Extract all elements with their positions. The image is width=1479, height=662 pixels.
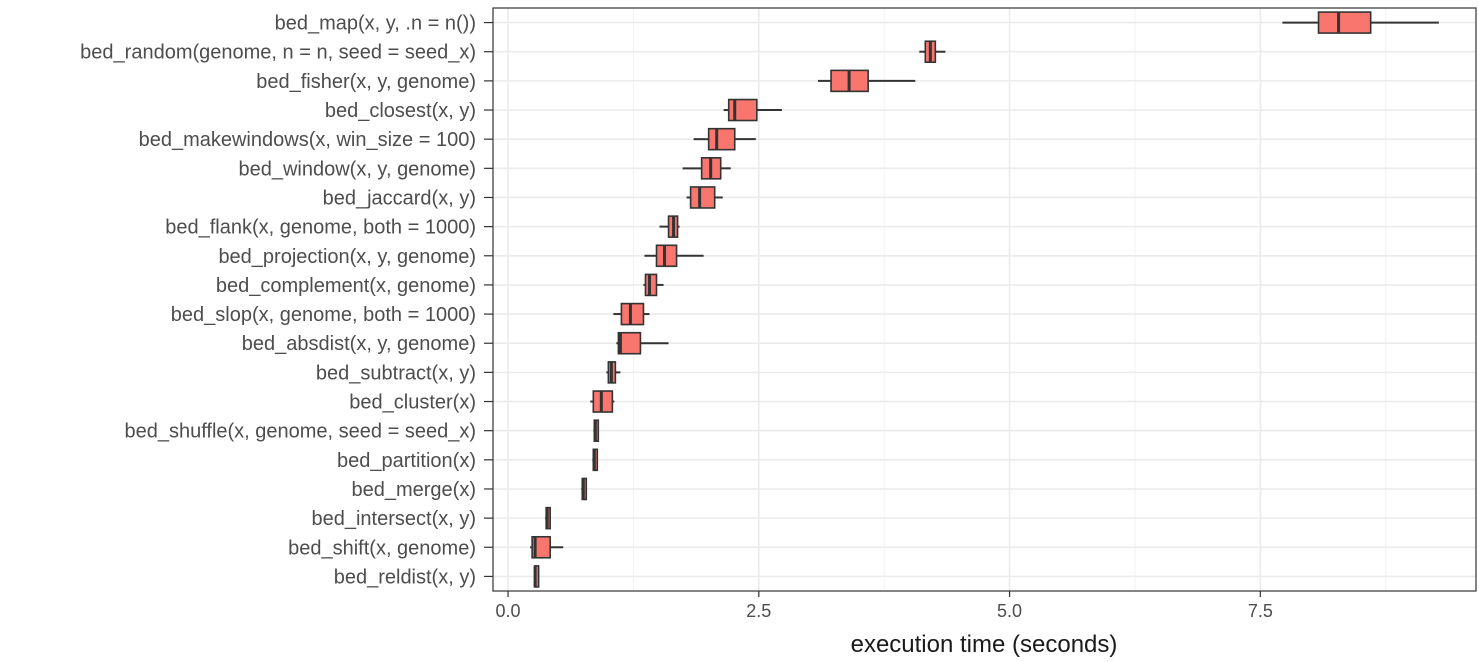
box-11 bbox=[616, 331, 669, 355]
y-tick-label: bed_jaccard(x, y) bbox=[323, 187, 476, 209]
y-tick-label: bed_merge(x) bbox=[351, 479, 476, 501]
box-7 bbox=[659, 215, 680, 238]
y-tick-label: bed_flank(x, genome, both = 1000) bbox=[165, 217, 476, 239]
box-9 bbox=[643, 273, 664, 297]
box-rect bbox=[655, 244, 678, 268]
box-rect bbox=[727, 98, 758, 122]
y-tick-label: bed_random(genome, n = n, seed = seed_x) bbox=[80, 42, 476, 64]
box-4 bbox=[693, 127, 756, 151]
box-2 bbox=[817, 69, 916, 93]
box-rect bbox=[1317, 11, 1372, 34]
y-tick-label: bed_cluster(x) bbox=[349, 392, 476, 414]
y-tick-label: bed_complement(x, genome) bbox=[216, 275, 476, 297]
x-axis-title: execution time (seconds) bbox=[851, 631, 1118, 657]
x-tick-label: 0.0 bbox=[496, 601, 521, 621]
box-19 bbox=[533, 565, 540, 588]
y-tick-label: bed_fisher(x, y, genome) bbox=[256, 71, 476, 93]
box-5 bbox=[682, 157, 731, 180]
y-tick-label: bed_closest(x, y) bbox=[325, 100, 476, 122]
box-layer bbox=[530, 11, 1439, 588]
box-18 bbox=[530, 535, 564, 559]
box-8 bbox=[644, 244, 704, 268]
grid-layer bbox=[493, 8, 1476, 591]
box-rect bbox=[620, 302, 645, 326]
y-tick-label: bed_shift(x, genome) bbox=[288, 537, 476, 559]
x-axis: 0.0 2.5 5.0 7.5 bbox=[496, 591, 1273, 621]
y-tick-label: bed_shuffle(x, genome, seed = seed_x) bbox=[124, 421, 476, 443]
box-15 bbox=[592, 448, 599, 472]
x-tick-label: 2.5 bbox=[746, 601, 771, 621]
box-rect bbox=[707, 127, 736, 151]
y-tick-label: bed_map(x, y, .n = n()) bbox=[275, 13, 476, 35]
box-0 bbox=[1282, 11, 1439, 34]
box-3 bbox=[723, 98, 782, 122]
box-rect bbox=[592, 390, 614, 413]
box-12 bbox=[606, 361, 621, 384]
box-rect bbox=[531, 535, 551, 559]
box-10 bbox=[613, 302, 650, 326]
box-rect bbox=[644, 273, 658, 297]
x-tick-label: 7.5 bbox=[1248, 601, 1273, 621]
panel-border bbox=[492, 7, 1477, 592]
y-tick-label: bed_partition(x) bbox=[337, 450, 476, 472]
box-rect bbox=[689, 186, 716, 209]
y-tick-label: bed_intersect(x, y) bbox=[311, 508, 476, 530]
y-axis-labels: bed_map(x, y, .n = n()) bed_random(genome… bbox=[80, 13, 493, 588]
panel-background bbox=[493, 8, 1476, 591]
box-6 bbox=[686, 186, 723, 209]
y-tick-label: bed_makewindows(x, win_size = 100) bbox=[139, 129, 476, 151]
box-rect bbox=[617, 331, 642, 355]
x-tick-label: 5.0 bbox=[997, 601, 1022, 621]
box-1 bbox=[919, 40, 946, 64]
box-17 bbox=[545, 506, 551, 530]
y-tick-label: bed_window(x, y, genome) bbox=[238, 158, 476, 180]
y-tick-label: bed_slop(x, genome, both = 1000) bbox=[171, 304, 476, 326]
box-13 bbox=[590, 390, 615, 413]
y-tick-label: bed_projection(x, y, genome) bbox=[218, 246, 476, 268]
y-tick-label: bed_reldist(x, y) bbox=[334, 566, 476, 588]
y-tick-label: bed_subtract(x, y) bbox=[316, 362, 476, 384]
box-14 bbox=[593, 419, 600, 442]
box-16 bbox=[581, 477, 588, 501]
y-tick-label: bed_absdist(x, y, genome) bbox=[242, 333, 476, 355]
